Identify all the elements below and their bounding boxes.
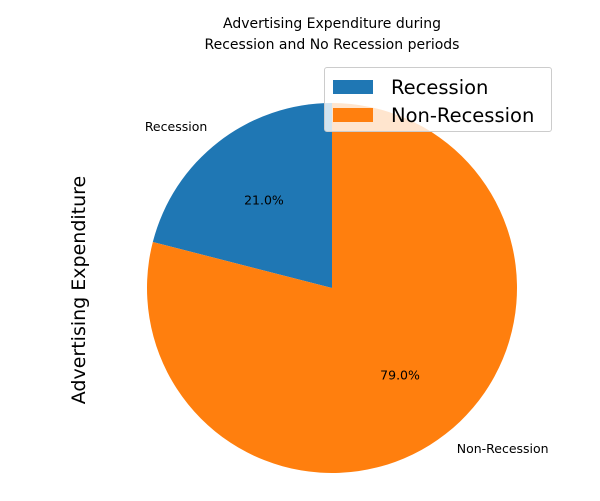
legend-item-non-recession: Non-Recession — [333, 102, 534, 128]
legend-item-recession: Recession — [333, 74, 488, 100]
pie-slice-non-recession — [146, 103, 517, 474]
legend-label-recession: Recession — [391, 75, 489, 99]
pie-labels: Recession 21.0% Non-Recession 79.0% — [145, 119, 549, 456]
slice-percent-non-recession: 79.0% — [380, 368, 420, 383]
chart-title-line-1: Advertising Expenditure during — [223, 16, 441, 32]
chart-title-line-2: Recession and No Recession periods — [205, 37, 460, 53]
legend: Recession Non-Recession — [324, 67, 552, 132]
slice-label-non-recession: Non-Recession — [457, 441, 549, 456]
slice-percent-recession: 21.0% — [244, 192, 284, 207]
legend-label-non-recession: Non-Recession — [391, 103, 535, 127]
legend-swatch-recession — [333, 80, 373, 94]
legend-swatch-non-recession — [333, 108, 373, 122]
pie-slice-recession — [152, 103, 332, 288]
y-axis-label: Advertising Expenditure — [68, 176, 90, 404]
pie-slices — [146, 103, 517, 474]
slice-label-recession: Recession — [145, 119, 207, 134]
